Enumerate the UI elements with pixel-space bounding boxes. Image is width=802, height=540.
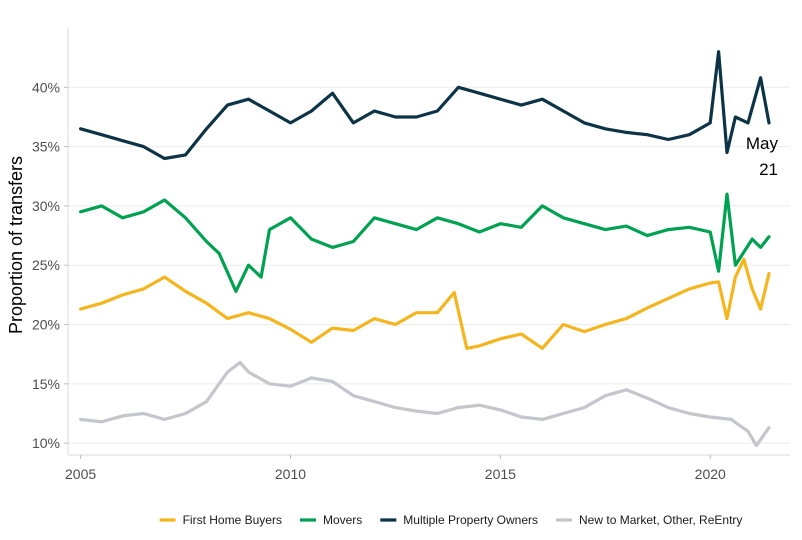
y-tick-label: 25% (32, 257, 60, 273)
legend-label-multiple-property-owners: Multiple Property Owners (403, 513, 538, 527)
y-tick-label: 30% (32, 198, 60, 214)
x-tick-label: 2015 (485, 466, 516, 482)
y-axis-title: Proportion of transfers (6, 156, 26, 334)
x-tick-label: 2010 (275, 466, 306, 482)
y-tick-label: 40% (32, 79, 60, 95)
legend-label-new-to-market-other-reentry: New to Market, Other, ReEntry (579, 513, 742, 527)
annotation-line-2: 21 (759, 160, 778, 179)
series-line-multiple-property-owners (78, 50, 771, 161)
series-lines (78, 50, 771, 448)
x-axis-ticks: 2005 2010 2015 2020 (65, 455, 726, 482)
y-tick-label: 15% (32, 376, 60, 392)
series-line-new-to-market-other-reentry (78, 360, 771, 448)
legend: First Home Buyers Movers Multiple Property… (159, 513, 742, 527)
x-tick-label: 2005 (65, 466, 96, 482)
y-tick-label: 20% (32, 317, 60, 333)
series-line-first-home-buyers (78, 257, 771, 350)
y-axis-ticks: 10% 15% 20% 25% 30% 35% 40% (32, 79, 68, 451)
y-tick-label: 35% (32, 139, 60, 155)
gridlines (68, 86, 790, 444)
y-tick-label: 10% (32, 435, 60, 451)
legend-label-first-home-buyers: First Home Buyers (183, 513, 282, 527)
x-tick-label: 2020 (695, 466, 726, 482)
legend-label-movers: Movers (323, 513, 362, 527)
series-line-movers (78, 192, 771, 293)
annotation-line-1: May (746, 134, 779, 153)
annotation-may-21: May 21 (746, 134, 779, 179)
